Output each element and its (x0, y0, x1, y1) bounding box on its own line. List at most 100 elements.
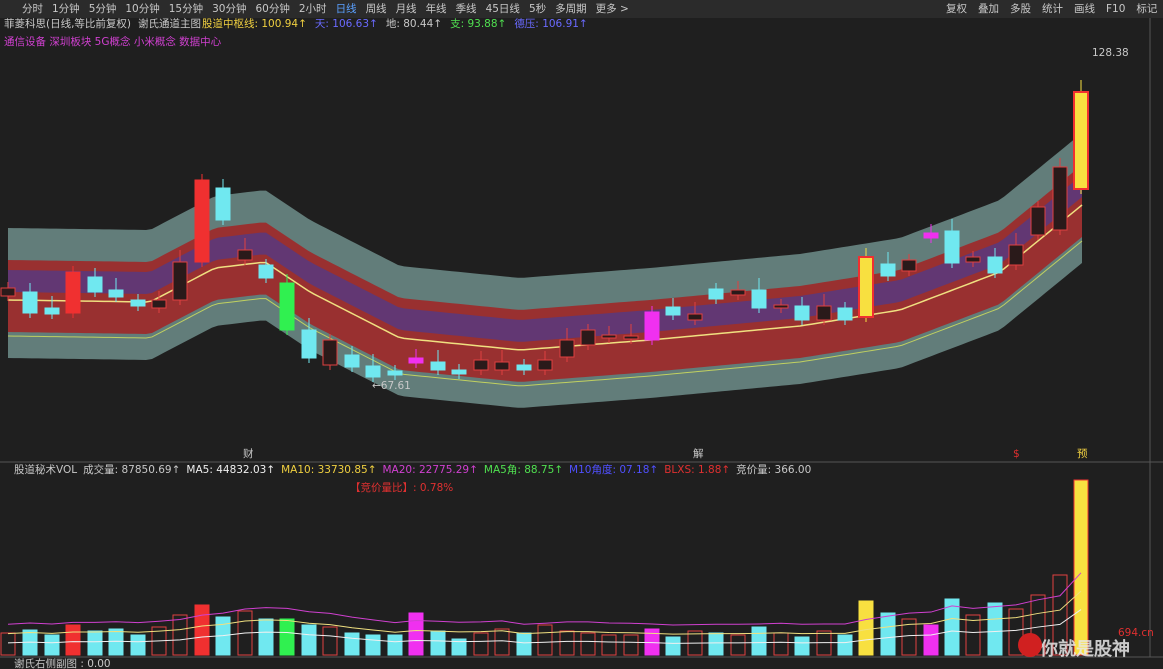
period-tab[interactable]: 年线 (426, 2, 447, 15)
watermark-site: 694.cn (1118, 627, 1154, 639)
candle-body (215, 187, 231, 221)
period-tab[interactable]: 60分钟 (256, 2, 290, 15)
period-tab[interactable]: 1分钟 (52, 2, 80, 15)
indicator-value: 支: 93.88↑ (450, 18, 506, 30)
volume-stat: BLXS: 1.88↑ (664, 464, 730, 476)
candle-body (601, 334, 617, 339)
indicator-value: 股道中枢线: 100.94↑ (202, 17, 307, 30)
candle-body (730, 289, 746, 296)
volume-bar (301, 624, 317, 656)
volume-bar (644, 628, 660, 656)
period-tab[interactable]: 45日线 (486, 2, 521, 15)
volume-bar (1008, 608, 1024, 656)
candle-body (1008, 244, 1024, 266)
volume-bar (344, 632, 360, 656)
candle-body (773, 304, 789, 309)
tool-button[interactable]: 统计 (1042, 2, 1064, 15)
volume-bar (1073, 479, 1089, 656)
volume-bar (794, 636, 810, 656)
volume-bar (0, 632, 16, 656)
period-tab[interactable]: 月线 (396, 2, 417, 15)
candle-body (751, 289, 767, 309)
volume-bar (965, 614, 981, 656)
stock-name: 菲菱科思(日线,等比前复权) (4, 17, 131, 30)
tool-button[interactable]: 标记 (1136, 3, 1158, 15)
tool-button[interactable]: F10 (1106, 3, 1125, 15)
channel-band (8, 165, 1082, 382)
volume-stat: M10角度: 07.18↑ (569, 463, 658, 476)
candle-body (408, 357, 424, 364)
volume-bar (387, 634, 403, 656)
volume-bar (473, 632, 489, 656)
volume-bar (451, 638, 467, 656)
event-marker: 预 (1077, 448, 1088, 460)
candle-body (322, 339, 338, 366)
tool-button[interactable]: 多股 (1010, 2, 1032, 15)
candle-body (87, 276, 103, 293)
volume-ma (7, 572, 1082, 626)
volume-bar (837, 634, 853, 656)
period-tab[interactable]: 周线 (366, 2, 387, 15)
volume-bar (987, 602, 1003, 656)
candle-body (1052, 166, 1068, 231)
period-tab[interactable]: 季线 (456, 2, 477, 15)
candle-body (794, 305, 810, 321)
period-tab[interactable]: 分时 (22, 3, 43, 15)
candle-body (944, 230, 960, 264)
period-tab[interactable]: 30分钟 (212, 2, 246, 15)
period-tab[interactable]: 日线 (336, 2, 357, 15)
volume-ma (7, 609, 1082, 644)
volume-bar (279, 618, 295, 656)
period-tab[interactable]: 5分钟 (89, 2, 117, 15)
candle-body (837, 307, 853, 321)
candle-body (301, 329, 317, 359)
candle-body (151, 299, 167, 309)
period-tab[interactable]: 更多 > (596, 2, 629, 15)
candle-body (44, 307, 60, 315)
period-tab[interactable]: 10分钟 (125, 2, 159, 15)
toolbar-bg (0, 0, 1163, 18)
low-label: ←67.61 (372, 380, 411, 392)
tool-button[interactable]: 画线 (1074, 2, 1096, 15)
candle-body (108, 289, 124, 298)
volume-bar (430, 630, 446, 656)
volume-bar (708, 632, 724, 656)
candles (0, 80, 1089, 382)
period-tab[interactable]: 2小时 (299, 3, 327, 15)
volume-bar (194, 604, 210, 656)
candle-body (0, 287, 16, 297)
candle-body (665, 306, 681, 316)
volume-bar (1052, 574, 1068, 656)
volume-bar (601, 634, 617, 656)
indicator-value: 德压: 106.91↑ (514, 17, 587, 30)
candle-body (430, 361, 446, 371)
volume-bars (0, 479, 1089, 656)
volume-stat: 竞价量: 366.00 (736, 463, 811, 476)
volume-bar (258, 618, 274, 656)
period-tab[interactable]: 15分钟 (169, 2, 203, 15)
tool-button[interactable]: 叠加 (978, 3, 999, 15)
volume-bar (365, 634, 381, 656)
candle-body (965, 256, 981, 263)
candle-body (516, 364, 532, 371)
volume-bar (516, 632, 532, 656)
tool-button[interactable]: 复权 (946, 2, 967, 15)
candle-body (644, 311, 660, 341)
volume-bar (130, 634, 146, 656)
candle-body (537, 359, 553, 371)
period-tab[interactable]: 多周期 (555, 2, 587, 15)
indicator-value: 天: 106.63↑ (315, 18, 378, 30)
volume-bar (537, 624, 553, 656)
candle-body (473, 359, 489, 371)
volume-bar (87, 630, 103, 656)
period-tab[interactable]: 5秒 (529, 2, 547, 15)
volume-bar (923, 624, 939, 656)
volume-bar (65, 624, 81, 656)
candle-body (987, 256, 1003, 274)
footer-pane: 谢氏右侧副图 : 0.00 (14, 657, 111, 669)
watermark-logo (1018, 633, 1042, 657)
candle-body (687, 313, 703, 321)
candle-body (708, 288, 724, 300)
candle-body (65, 271, 81, 314)
indicator-name: 谢氏通道主图 (138, 17, 201, 30)
